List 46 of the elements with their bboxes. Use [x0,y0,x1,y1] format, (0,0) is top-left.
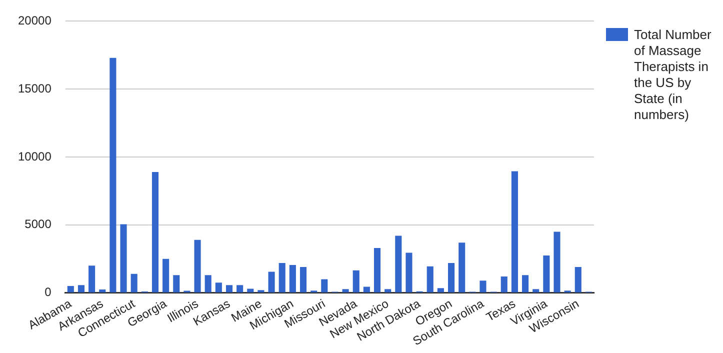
bar [300,267,307,292]
bar [162,258,170,292]
y-tick-label: 10000 [18,149,52,164]
bar [554,232,560,292]
bar [437,288,444,292]
bar [236,285,244,292]
bar [194,240,201,292]
bar [448,262,455,292]
bar [363,286,370,292]
bar [99,289,106,292]
bar [226,285,233,292]
bar [67,286,74,292]
bar [522,275,529,292]
bar [342,289,349,292]
bar [480,280,486,292]
bar [120,224,127,292]
bar [268,272,275,292]
bar [130,274,138,292]
y-tick-label: 15000 [18,81,52,96]
bar [215,282,222,292]
y-tick-label: 5000 [24,217,52,232]
bar [500,276,508,292]
bar [321,279,328,292]
bar [78,285,85,292]
bar [152,172,159,292]
bar [458,242,466,292]
bar [574,267,582,292]
bar [278,262,286,292]
bar [289,264,296,292]
bar [384,289,392,292]
bar [374,248,381,292]
bar [511,171,518,292]
bar [110,58,116,292]
bar [88,266,96,292]
bar [426,266,434,292]
bar [395,236,402,292]
bar [352,270,360,292]
bar [543,255,550,292]
bar [173,275,180,292]
legend-label: Total Number of Massage Therapists in the US by State (in numbers) [634,27,712,123]
bar [204,275,212,292]
bar [532,289,540,292]
y-tick-label: 20000 [18,14,52,28]
y-tick-label: 0 [44,285,52,300]
bar [406,252,412,292]
bar [247,288,254,292]
